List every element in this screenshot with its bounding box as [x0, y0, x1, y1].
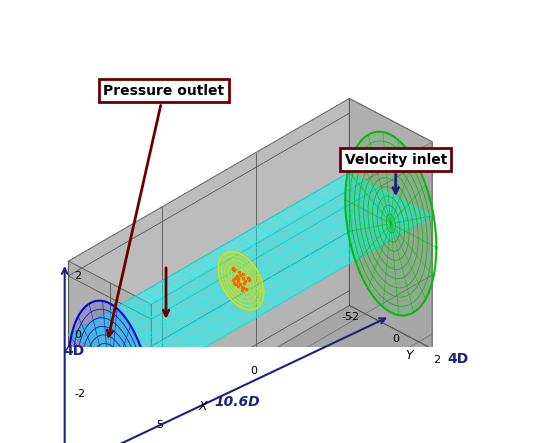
- Text: Pressure outlet: Pressure outlet: [104, 84, 225, 336]
- Polygon shape: [69, 301, 152, 443]
- Polygon shape: [152, 142, 432, 443]
- Polygon shape: [346, 132, 437, 315]
- Text: 5: 5: [156, 420, 164, 430]
- Polygon shape: [69, 305, 432, 443]
- Text: -5: -5: [342, 312, 353, 322]
- Polygon shape: [69, 172, 432, 378]
- Text: 4D: 4D: [448, 352, 469, 366]
- Text: -2: -2: [74, 389, 86, 399]
- Polygon shape: [218, 252, 264, 310]
- Polygon shape: [69, 98, 349, 443]
- Text: Velocity inlet: Velocity inlet: [344, 152, 447, 193]
- Text: 4D: 4D: [63, 344, 84, 358]
- Text: 10.6D: 10.6D: [215, 395, 261, 408]
- Text: Y: Y: [405, 349, 413, 362]
- Text: X: X: [198, 400, 207, 413]
- Text: 0: 0: [392, 334, 399, 343]
- Polygon shape: [69, 261, 152, 443]
- Polygon shape: [69, 98, 432, 304]
- Text: -2: -2: [349, 312, 360, 322]
- Polygon shape: [349, 98, 432, 349]
- Text: 0: 0: [250, 366, 257, 376]
- Text: 2: 2: [74, 271, 81, 281]
- Text: 2: 2: [434, 355, 441, 365]
- Text: 0: 0: [74, 330, 81, 340]
